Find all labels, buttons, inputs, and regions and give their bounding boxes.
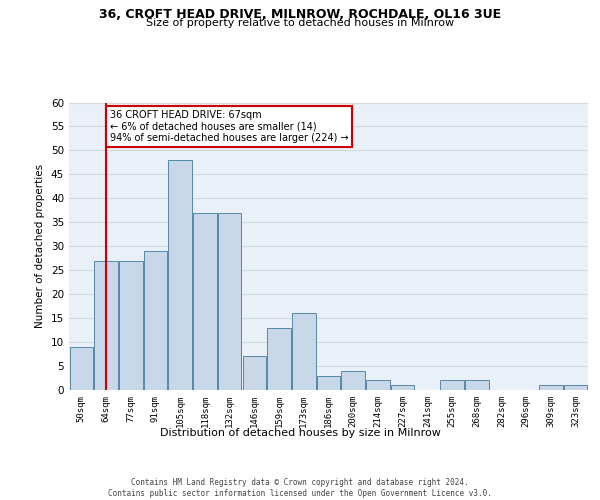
Bar	[564, 385, 587, 390]
Bar	[539, 385, 563, 390]
Bar	[169, 160, 192, 390]
Bar	[292, 314, 316, 390]
Bar	[119, 260, 143, 390]
Y-axis label: Number of detached properties: Number of detached properties	[35, 164, 46, 328]
Bar	[70, 347, 93, 390]
Bar	[193, 212, 217, 390]
Bar	[440, 380, 464, 390]
Text: Distribution of detached houses by size in Milnrow: Distribution of detached houses by size …	[160, 428, 440, 438]
Bar	[366, 380, 389, 390]
Bar	[317, 376, 340, 390]
Text: 36, CROFT HEAD DRIVE, MILNROW, ROCHDALE, OL16 3UE: 36, CROFT HEAD DRIVE, MILNROW, ROCHDALE,…	[99, 8, 501, 20]
Text: 36 CROFT HEAD DRIVE: 67sqm
← 6% of detached houses are smaller (14)
94% of semi-: 36 CROFT HEAD DRIVE: 67sqm ← 6% of detac…	[110, 110, 349, 143]
Bar	[268, 328, 291, 390]
Bar	[391, 385, 415, 390]
Bar	[242, 356, 266, 390]
Text: Contains HM Land Registry data © Crown copyright and database right 2024.
Contai: Contains HM Land Registry data © Crown c…	[108, 478, 492, 498]
Bar	[144, 251, 167, 390]
Bar	[341, 371, 365, 390]
Bar	[94, 260, 118, 390]
Text: Size of property relative to detached houses in Milnrow: Size of property relative to detached ho…	[146, 18, 454, 28]
Bar	[218, 212, 241, 390]
Bar	[465, 380, 488, 390]
